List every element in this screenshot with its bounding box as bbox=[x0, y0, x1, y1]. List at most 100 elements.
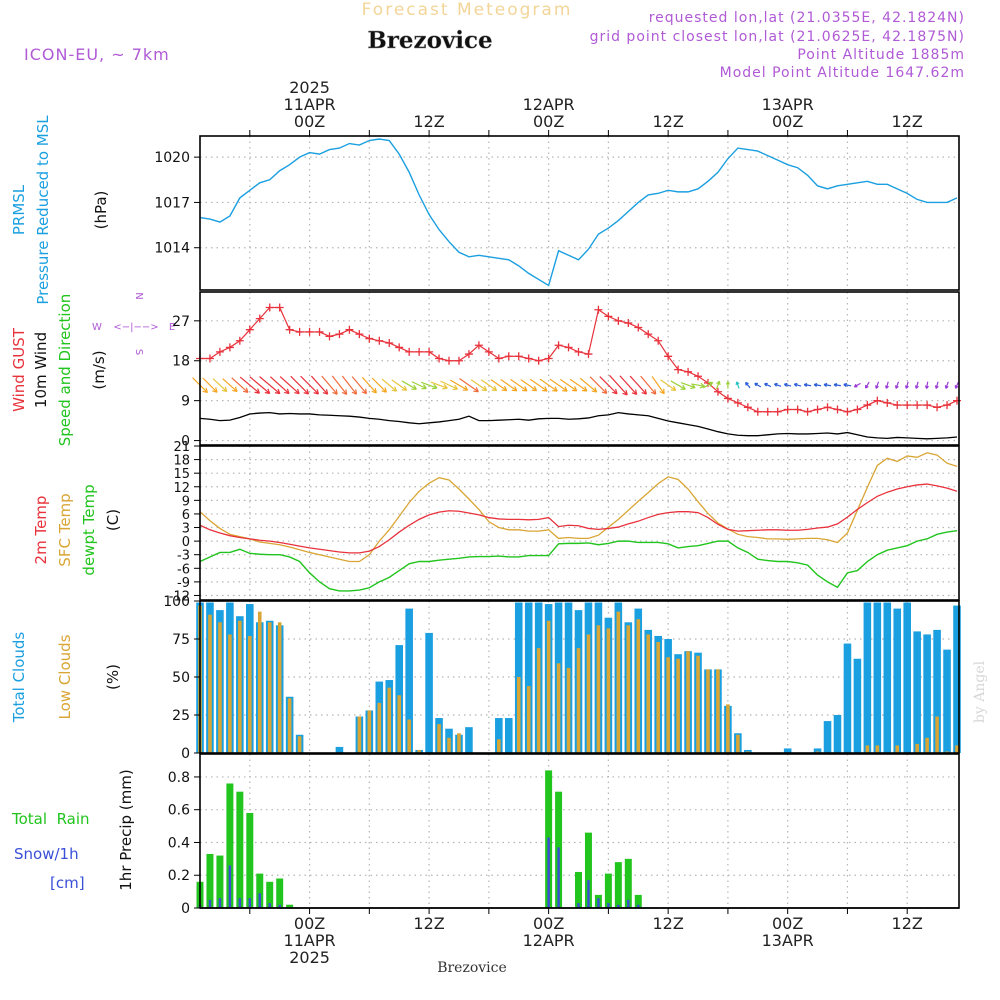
y-tick-label: 75 bbox=[172, 632, 190, 648]
total-cloud-bar bbox=[873, 602, 882, 753]
y-tick-label: 0.8 bbox=[168, 770, 190, 786]
gust-marker bbox=[723, 394, 732, 403]
y-tick-label: 18 bbox=[172, 354, 190, 370]
low-cloud-bar bbox=[696, 655, 700, 753]
wind-ylabel-dir: Speed and Direction bbox=[56, 294, 74, 447]
gust-marker bbox=[913, 401, 922, 410]
wind-arrow bbox=[391, 379, 408, 391]
wind-arrow bbox=[629, 375, 648, 395]
y-tick-label: 12 bbox=[173, 481, 190, 496]
wind-arrow bbox=[715, 380, 721, 390]
gust-marker bbox=[544, 354, 553, 363]
total-cloud-bar bbox=[465, 727, 473, 753]
low-cloud-bar bbox=[646, 634, 651, 753]
temp-unit: (C) bbox=[104, 509, 122, 531]
wind-arrow bbox=[725, 381, 730, 389]
y-tick-label: 50 bbox=[172, 670, 190, 686]
low-cloud-bar bbox=[267, 622, 272, 753]
total-cloud-bar bbox=[843, 643, 852, 753]
gust-marker bbox=[863, 401, 872, 410]
gust-marker bbox=[305, 327, 314, 336]
model-label: ICON-EU, ~ 7km bbox=[24, 45, 170, 64]
y-tick-label: 6 bbox=[182, 508, 190, 523]
precip-ylabel-text: 1hr Precip (mm) bbox=[117, 769, 135, 890]
gust-marker bbox=[584, 350, 593, 359]
y-tick-label: 15 bbox=[173, 467, 190, 482]
gust-marker bbox=[425, 347, 434, 356]
gust-marker bbox=[235, 336, 244, 345]
dewpt-line bbox=[199, 530, 958, 592]
watermark: by Angel bbox=[972, 660, 988, 723]
wind-arrow bbox=[269, 376, 290, 395]
rain-bar bbox=[256, 873, 264, 908]
wind-arrow bbox=[549, 378, 568, 392]
wind-arrow bbox=[381, 378, 398, 392]
gust-marker bbox=[654, 336, 663, 345]
gridpoint-location: grid point closest lon,lat (21.0625E, 42… bbox=[590, 29, 965, 45]
gust-marker bbox=[514, 352, 523, 361]
total-cloud-bar bbox=[335, 746, 344, 753]
wind-arrow bbox=[702, 381, 714, 389]
gust-marker bbox=[933, 403, 942, 412]
low-cloud-bar bbox=[676, 658, 680, 753]
wind-arrow bbox=[813, 382, 822, 387]
gust-line bbox=[200, 306, 958, 413]
gust-marker bbox=[574, 347, 583, 356]
low-cloud-bar bbox=[297, 736, 302, 753]
low-cloud-bar bbox=[277, 622, 282, 753]
low-cloud-bar bbox=[895, 745, 900, 753]
low-cloud-bar bbox=[666, 657, 670, 753]
rain-bar bbox=[624, 858, 632, 908]
low-cloud-bar bbox=[228, 634, 232, 753]
total-cloud-bar bbox=[933, 629, 941, 753]
wind-arrow bbox=[764, 382, 772, 388]
low-cloud-bar bbox=[955, 745, 959, 753]
rain-bar bbox=[206, 853, 214, 908]
y-tick-label: 25 bbox=[172, 708, 190, 724]
y-tick-label: 1020 bbox=[154, 150, 190, 166]
y-tick-label: 0.6 bbox=[168, 803, 190, 819]
low-cloud-bar bbox=[516, 677, 521, 753]
gust-marker bbox=[843, 407, 852, 416]
gust-marker bbox=[803, 407, 812, 416]
x-axis-top-label: 2025 bbox=[289, 78, 330, 97]
compass-n: N bbox=[133, 292, 144, 299]
wind-arrow bbox=[773, 382, 782, 387]
gust-marker bbox=[484, 347, 493, 356]
snow-bar bbox=[218, 898, 222, 908]
y-tick-label: 9 bbox=[182, 494, 190, 509]
snow-bar bbox=[637, 904, 640, 908]
gust-marker bbox=[285, 325, 294, 334]
gust-marker bbox=[614, 316, 623, 325]
snow-bar bbox=[557, 847, 560, 908]
x-axis-bottom-label: 00Z bbox=[533, 914, 564, 933]
snow-bar bbox=[208, 899, 212, 908]
low-cloud-bar bbox=[497, 739, 501, 753]
gust-marker bbox=[564, 343, 573, 352]
wind-arrow bbox=[793, 382, 802, 387]
low-cloud-bar bbox=[606, 628, 611, 753]
total-cloud-bar bbox=[504, 718, 513, 753]
total-cloud-bar bbox=[923, 634, 931, 753]
wind-arrow bbox=[411, 381, 427, 390]
x-axis-bottom-label: 12Z bbox=[652, 914, 683, 933]
precip-ylabel: Total Rain Snow/1h [cm] 1hr Precip (mm) bbox=[11, 769, 135, 892]
requested-location: requested lon,lat (21.0355E, 42.1824N) bbox=[649, 10, 965, 26]
gust-marker bbox=[534, 356, 543, 365]
pressure-line bbox=[199, 138, 958, 287]
total-cloud-bar bbox=[853, 658, 862, 753]
snow-bar bbox=[278, 904, 281, 908]
gust-marker bbox=[634, 323, 643, 332]
wind-arrow bbox=[599, 376, 618, 395]
low-cloud-bar bbox=[457, 733, 461, 753]
gust-marker bbox=[903, 401, 912, 410]
total-cloud-bar bbox=[893, 608, 902, 753]
wind-arrow bbox=[651, 376, 665, 395]
gust-marker bbox=[783, 405, 792, 414]
temp-ylabel-dewpt: dewpt Temp bbox=[80, 484, 98, 575]
temp-ylabel-2m: 2m Temp bbox=[32, 496, 50, 565]
precip-legend-unit: [cm] bbox=[50, 874, 85, 892]
gust-marker bbox=[833, 405, 842, 414]
low-cloud-bar bbox=[377, 702, 382, 753]
low-cloud-bar bbox=[915, 743, 919, 753]
